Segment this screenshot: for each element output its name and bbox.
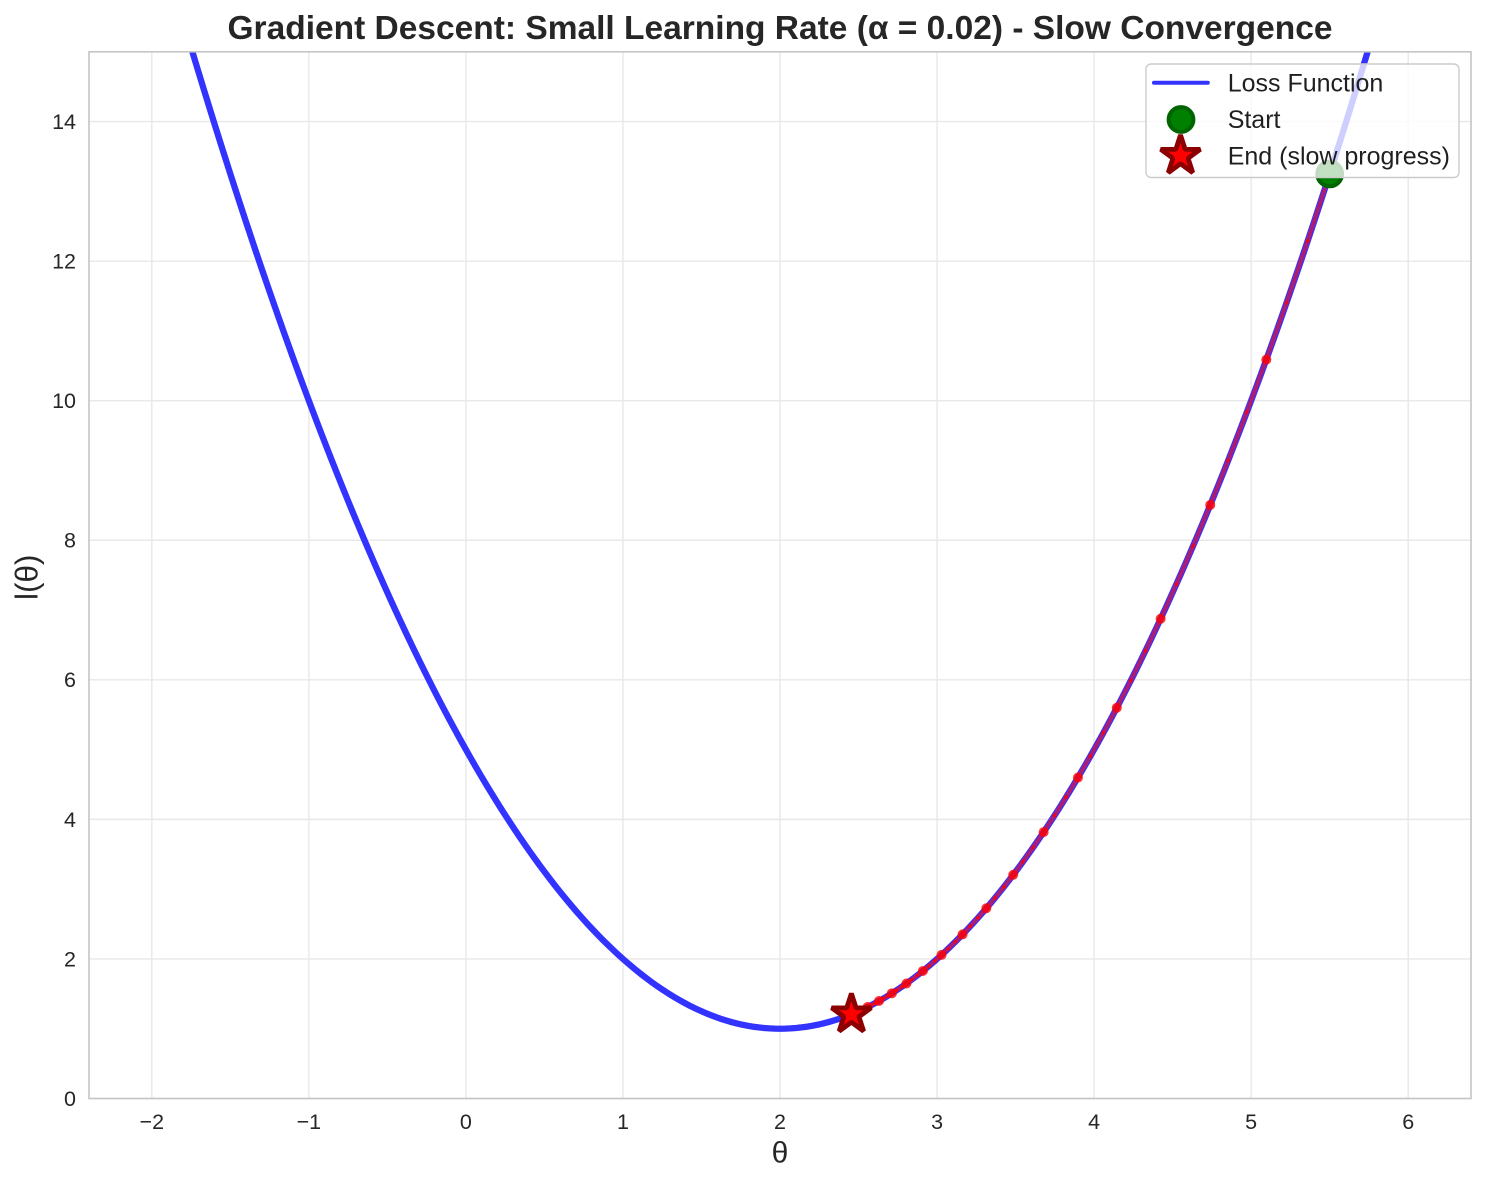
svg-text:1: 1 [617,1110,629,1134]
svg-text:θ: θ [772,1137,789,1170]
svg-text:−1: −1 [297,1110,322,1134]
svg-text:6: 6 [1402,1110,1414,1134]
svg-text:2: 2 [774,1110,786,1134]
svg-text:4: 4 [64,808,76,832]
svg-text:Loss Function: Loss Function [1228,70,1384,98]
svg-text:6: 6 [64,668,76,692]
svg-text:8: 8 [64,529,76,553]
svg-text:12: 12 [52,250,76,274]
svg-text:5: 5 [1245,1110,1257,1134]
svg-text:4: 4 [1088,1110,1100,1134]
svg-text:Gradient Descent: Small Learni: Gradient Descent: Small Learning Rate (α… [228,10,1333,47]
svg-text:2: 2 [64,947,76,971]
svg-text:−2: −2 [140,1110,165,1134]
svg-text:10: 10 [52,389,76,413]
svg-text:0: 0 [460,1110,472,1134]
svg-text:0: 0 [64,1087,76,1111]
svg-text:14: 14 [52,110,76,134]
svg-text:l(θ): l(θ) [9,555,45,601]
svg-text:End (slow progress): End (slow progress) [1228,142,1450,170]
svg-text:3: 3 [931,1110,943,1134]
svg-text:Start: Start [1228,106,1281,134]
